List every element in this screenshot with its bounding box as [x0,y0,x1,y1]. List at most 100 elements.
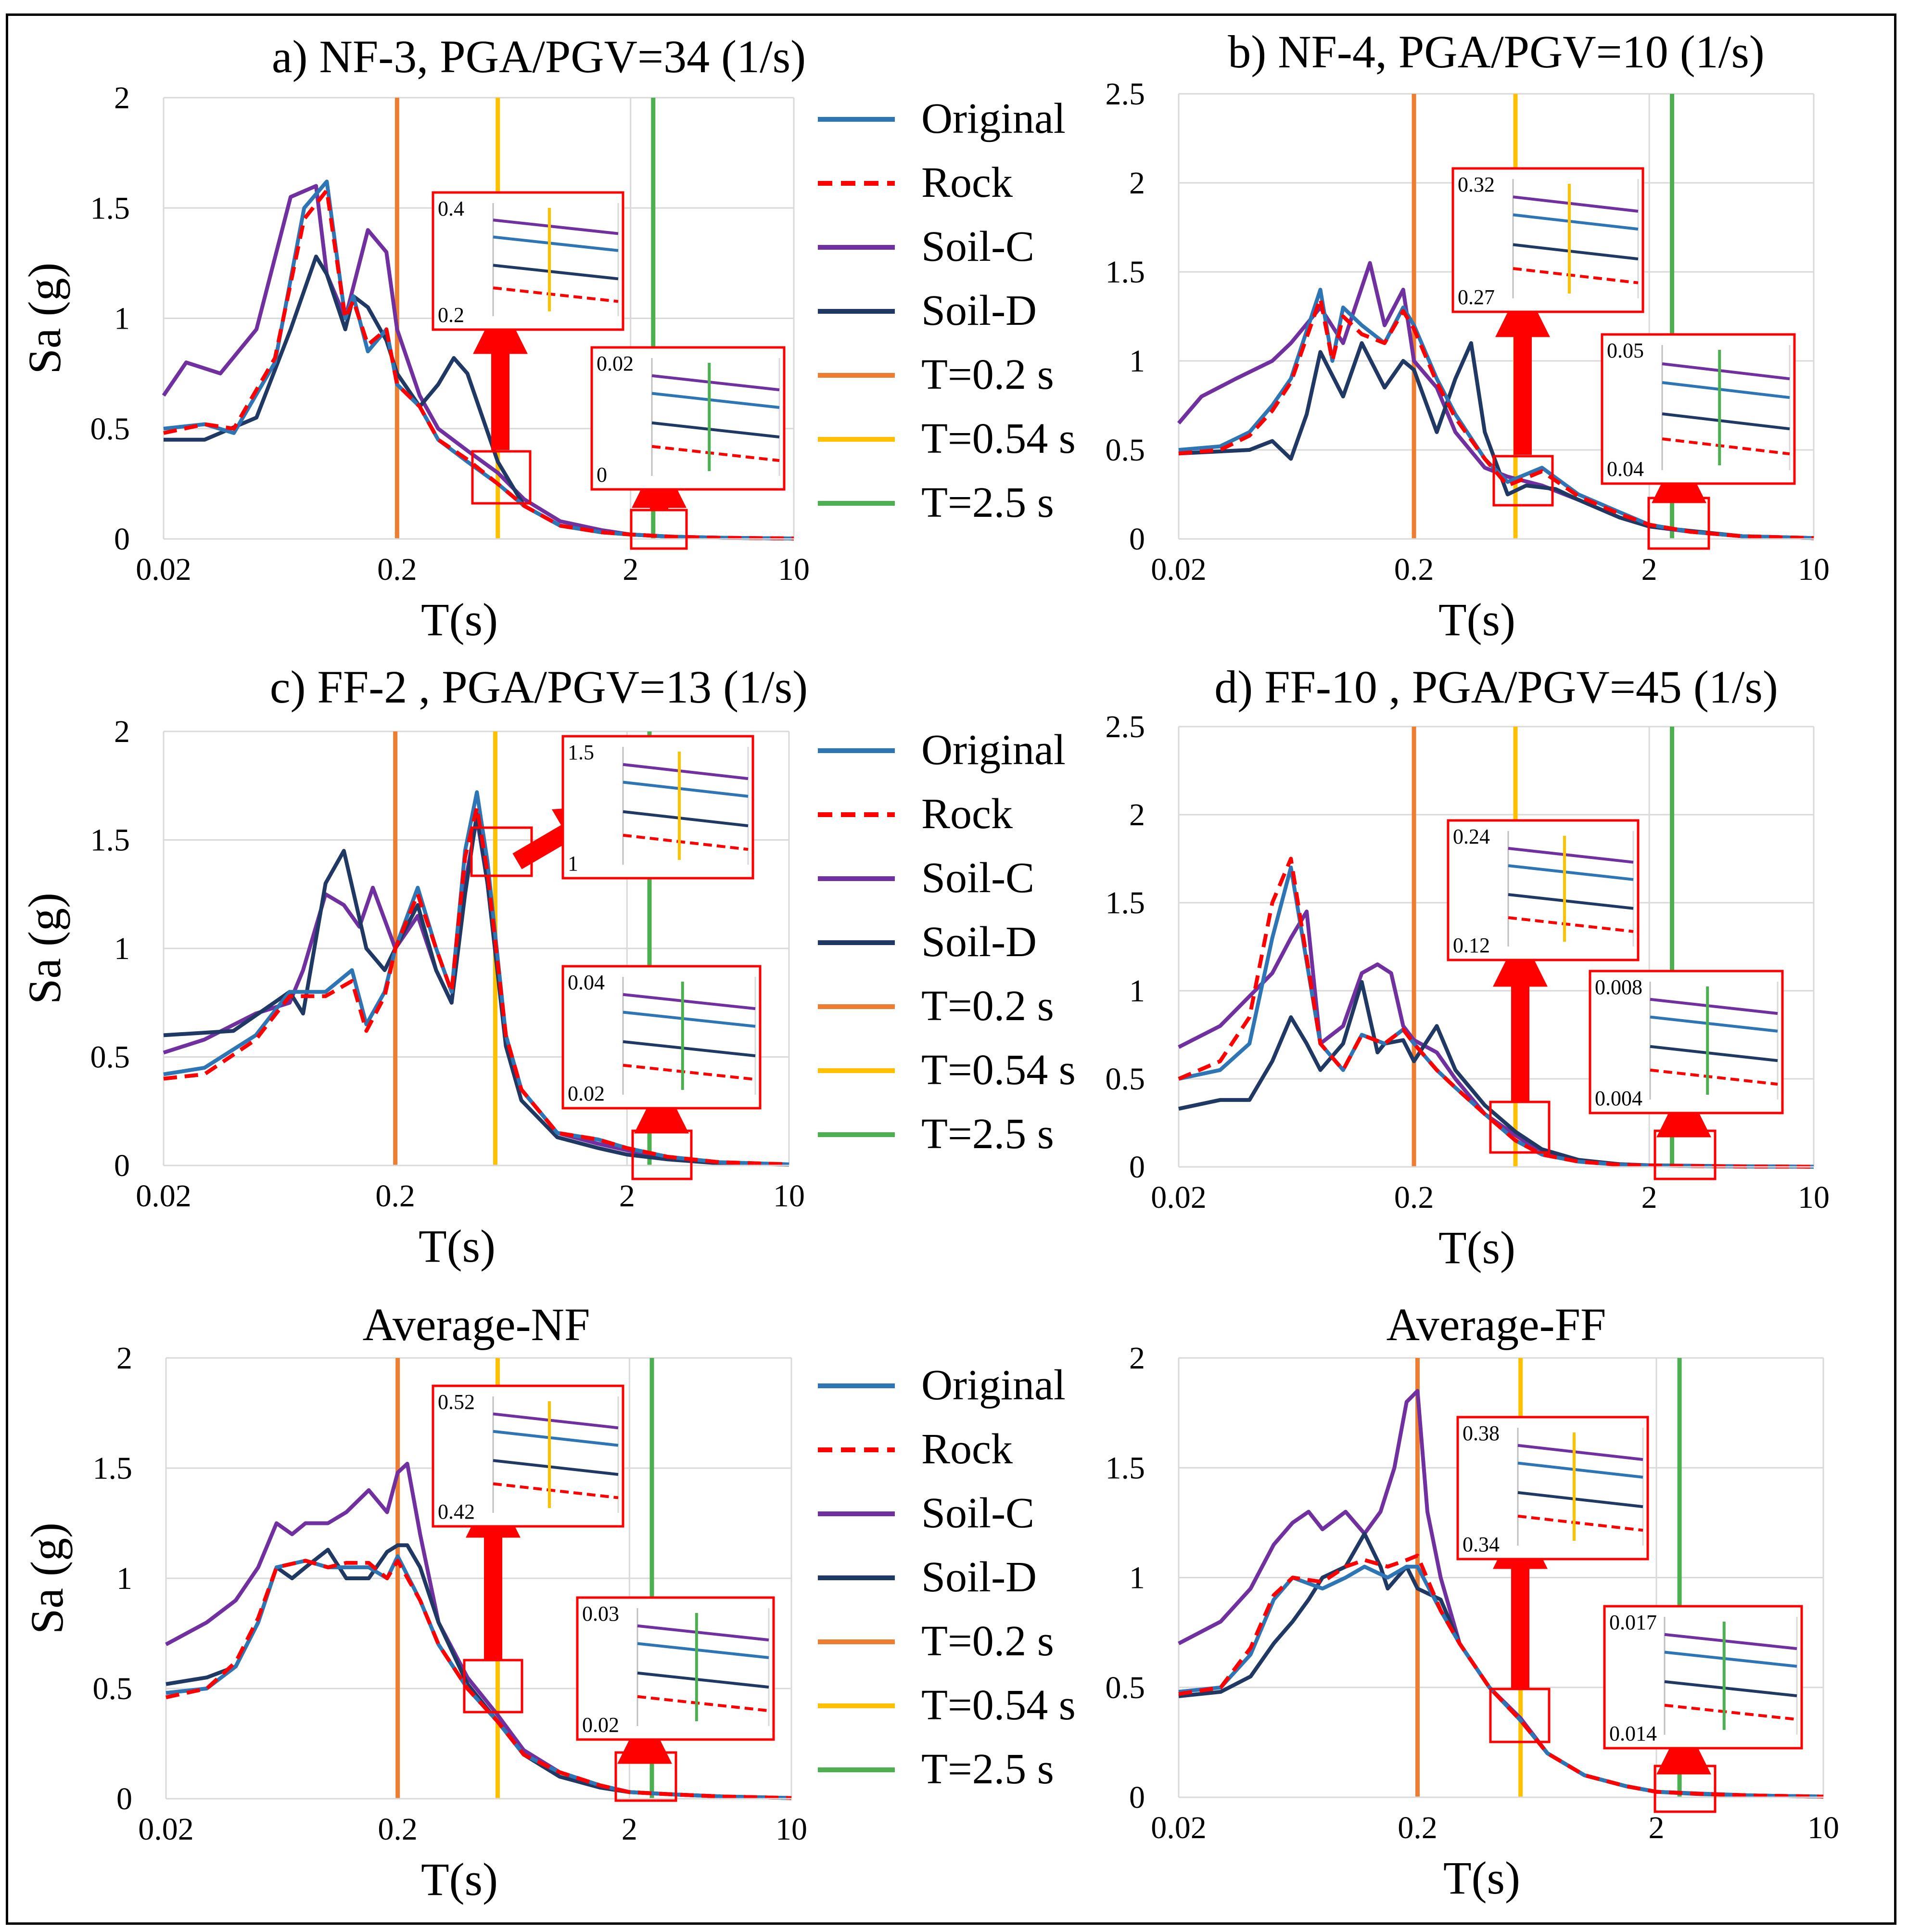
inset-series-soil-c [623,763,749,780]
x-tick-label: 0.02 [136,1178,191,1214]
inset-series-soil-c [1508,847,1634,864]
legend-label: T=0.54 s [921,1046,1076,1094]
inset-series-rock [623,833,749,851]
inset-frame [576,1596,775,1741]
y-axis-title: Sa (g) [19,893,70,1004]
chart-0: 0 0.5 1 1.5 2 0.02 0.2 2 10 T(s) Sa (g) a) NF-3, PG… [19,31,810,645]
inset-series-soil-d [1517,1491,1643,1509]
y-tick-label: 0.5 [90,1040,130,1075]
y-tick-label: 1.5 [1106,1450,1145,1485]
series-rock [1178,857,1814,1169]
inset-series-original [637,1642,769,1659]
inset-series-original [1508,864,1634,881]
zoom-marker-box [630,509,688,550]
inset-frame [1603,1605,1803,1750]
zoom-marker-box [463,1659,523,1714]
y-tick-label: 0 [1129,522,1145,557]
chart-title: d) FF-10 , PGA/PGV=45 (1/s) [1214,661,1778,713]
inset-1: 0.008 0.004 [1589,970,1784,1114]
x-tick-label: 0.02 [1151,1180,1207,1215]
x-tick-label: 0.02 [136,552,191,587]
inset-series-original [623,780,749,798]
legend-label: T=0.54 s [921,1681,1076,1729]
inset-y-bottom-label: 0.04 [1607,457,1644,481]
inset-y-top-label: 0.4 [438,197,464,220]
y-tick-label: 1 [114,301,130,336]
inset-0: 1.51 [561,735,754,880]
inset-1: 0.02 0 [590,346,786,491]
inset-y-bottom-label: 0.34 [1463,1533,1500,1556]
series-soil-d [163,812,789,1167]
inset-series-rock [493,1482,619,1499]
inset-series-soil-c [651,374,780,392]
x-axis-title: T(s) [1443,1852,1520,1904]
y-tick-label: 0.5 [90,411,130,447]
legend-label: Rock [921,790,1013,838]
inset-y-bottom-label: 1 [568,852,578,875]
inset-series-soil-d [1508,893,1634,910]
inset-series-soil-d [1662,412,1790,431]
inset-y-bottom-label: 0.42 [438,1500,475,1523]
x-tick-label: 0.02 [1151,552,1207,587]
inset-series-original [493,1430,619,1447]
inset-1: 0.05 0.04 [1601,333,1796,485]
zoom-marker-box [1492,455,1554,507]
x-tick-label: 10 [778,552,810,587]
legend-label: Original [921,1361,1066,1409]
inset-0: 0.24 0.12 [1447,819,1640,961]
inset-1: 0.04 0.02 [561,965,762,1110]
series-rock [163,188,794,541]
inset-series-soil-c [493,218,619,235]
inset-series-soil-d [1513,243,1639,261]
zoom-marker-box [1654,1129,1717,1180]
legend-label: Soil-D [921,918,1037,966]
inset-series-rock [1662,437,1790,456]
inset-frame [561,735,754,880]
inset-y-top-label: 0.017 [1609,1611,1657,1634]
x-tick-label: 2 [1641,1180,1657,1215]
series-rock [1178,296,1814,540]
zoom-marker-box [1647,497,1710,550]
x-tick-label: 0.2 [1394,552,1434,587]
x-tick-label: 0.2 [1394,1180,1434,1215]
inset-series-soil-d [1650,1045,1778,1062]
legend-label: Soil-D [921,1553,1037,1601]
legend-2: Original Rock Soil-C Soil-D T=0.2 s T=0.54 s T… [818,1361,1076,1793]
inset-series-original [1664,1651,1797,1668]
x-tick-label: 0.2 [1398,1810,1437,1845]
zoom-marker-box [1489,1100,1551,1154]
y-tick-label: 0 [114,1148,130,1183]
zoom-marker-box [471,450,532,505]
y-tick-label: 1 [116,1561,132,1596]
inset-frame [432,1384,624,1528]
legend-label: T=2.5 s [921,1745,1054,1793]
x-tick-label: 0.2 [375,1178,415,1214]
inset-y-bottom-label: 0.2 [438,303,464,327]
series-soil-d [1178,341,1814,540]
inset-y-top-label: 0.03 [582,1602,619,1625]
y-tick-label: 0.5 [1106,433,1145,468]
inset-y-bottom-label: 0.27 [1458,285,1495,309]
x-tick-label: 10 [1798,1180,1830,1215]
y-tick-label: 2 [1129,797,1145,832]
y-tick-label: 0 [114,522,130,557]
legend-label: T=2.5 s [921,1110,1054,1158]
inset-series-soil-d [493,264,619,281]
inset-series-rock [623,1063,756,1081]
inset-frame [432,191,624,331]
y-tick-label: 1.5 [1106,885,1145,921]
x-tick-label: 2 [619,1178,635,1214]
y-tick-label: 1 [1129,973,1145,1009]
x-tick-label: 10 [773,1178,805,1214]
y-tick-label: 2.5 [1106,709,1145,744]
inset-series-soil-c [1662,362,1790,381]
y-tick-label: 1 [1129,1561,1145,1596]
x-tick-label: 10 [1807,1810,1839,1845]
inset-y-top-label: 0.52 [438,1390,475,1414]
inset-series-rock [651,445,780,462]
inset-y-top-label: 0.38 [1463,1421,1500,1445]
inset-series-original [1662,381,1790,399]
x-tick-label: 0.2 [378,1812,418,1847]
inset-series-soil-c [1513,195,1639,213]
